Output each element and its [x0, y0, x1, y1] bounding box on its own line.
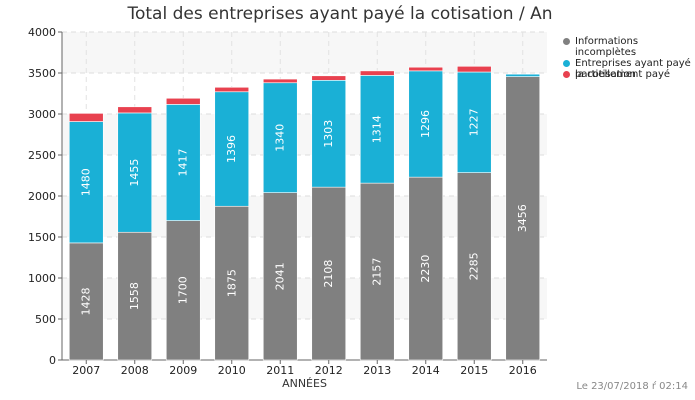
- bar-segment: [262, 78, 298, 84]
- data-label: 2157: [371, 258, 384, 286]
- bar-segment: [117, 231, 153, 361]
- bar-segment: [311, 79, 347, 188]
- x-tick-label: 2009: [169, 364, 197, 377]
- y-tick-label: 2000: [28, 190, 56, 203]
- y-tick-label: 500: [35, 313, 56, 326]
- legend-swatch-partiel: [563, 71, 570, 78]
- legend-label-partiel: partiellement payé: [575, 69, 671, 80]
- x-tick-label: 2010: [218, 364, 246, 377]
- y-tick-label: 1500: [28, 231, 56, 244]
- legend-swatch-incompletes: [563, 38, 570, 45]
- x-tick-label: 2013: [363, 364, 391, 377]
- bar-segment: [214, 205, 250, 361]
- legend-item-incompletes[interactable]: Informations incomplètes: [563, 36, 693, 58]
- data-label: 1558: [128, 282, 141, 310]
- data-label: 1296: [419, 110, 432, 138]
- bar-segment: [117, 112, 153, 233]
- x-tick-label: 2012: [315, 364, 343, 377]
- y-tick-label: 3000: [28, 108, 56, 121]
- legend-label-payees: Entreprises ayant payé la cotisation: [575, 58, 691, 80]
- x-tick-label: 2008: [121, 364, 149, 377]
- bar-segment: [262, 82, 298, 193]
- bar-segment: [505, 73, 541, 77]
- y-tick-label: 1000: [28, 272, 56, 285]
- x-tick-label: 2007: [72, 364, 100, 377]
- data-label: 1340: [274, 124, 287, 152]
- x-tick-label: 2011: [266, 364, 294, 377]
- data-label: 1700: [177, 276, 190, 304]
- data-label: 2108: [322, 260, 335, 288]
- data-label: 3456: [516, 204, 529, 232]
- bar-segment: [214, 86, 250, 93]
- bar-segment: [408, 66, 444, 72]
- y-tick-label: 0: [49, 354, 56, 367]
- bar-segment: [68, 121, 104, 244]
- y-tick-label: 2500: [28, 149, 56, 162]
- data-label: 1396: [225, 135, 238, 163]
- data-label: 1455: [128, 159, 141, 187]
- data-label: 1303: [322, 120, 335, 148]
- x-axis-label: ANNÉES: [282, 377, 327, 390]
- data-label: 2041: [274, 262, 287, 290]
- bar-segment: [359, 182, 395, 361]
- legend-item-payees[interactable]: Entreprises ayant payé la cotisation: [563, 58, 693, 80]
- data-label: 2230: [419, 255, 432, 283]
- bar-segment: [456, 65, 492, 73]
- data-label: 1428: [80, 287, 93, 315]
- bar-segment: [505, 76, 541, 361]
- footer-timestamp: Le 23/07/2018 ŕ 02:14: [576, 381, 688, 392]
- y-tick-label: 3500: [28, 67, 56, 80]
- x-tick-label: 2016: [509, 364, 537, 377]
- data-label: 1875: [225, 269, 238, 297]
- data-label: 1314: [371, 115, 384, 143]
- bar-segment: [359, 75, 395, 184]
- data-label: 2285: [468, 252, 481, 280]
- y-tick-label: 4000: [28, 26, 56, 39]
- bar-segment: [262, 192, 298, 361]
- x-tick-label: 2014: [412, 364, 440, 377]
- bar-segment: [165, 104, 201, 221]
- legend-label-incompletes: Informations incomplètes: [575, 36, 639, 58]
- data-label: 1227: [468, 108, 481, 136]
- bar-segment: [359, 70, 395, 76]
- bar-segment: [311, 186, 347, 361]
- legend: Informations incomplètes Entreprises aya…: [563, 36, 693, 91]
- bar-segment: [214, 91, 250, 207]
- bar-segment: [456, 71, 492, 173]
- x-tick-label: 2015: [460, 364, 488, 377]
- legend-swatch-payees: [563, 60, 570, 67]
- bar-segment: [408, 176, 444, 361]
- data-label: 1480: [80, 168, 93, 196]
- bar-segment: [68, 113, 104, 122]
- bar-segment: [165, 220, 201, 361]
- bar-segment: [311, 75, 347, 81]
- bar-segment: [68, 242, 104, 361]
- data-label: 1417: [177, 149, 190, 177]
- bar-segment: [165, 97, 201, 105]
- bar-segment: [117, 106, 153, 114]
- legend-item-partiel[interactable]: partiellement payé: [563, 69, 693, 91]
- chart-title: Total des entreprises ayant payé la coti…: [127, 4, 553, 24]
